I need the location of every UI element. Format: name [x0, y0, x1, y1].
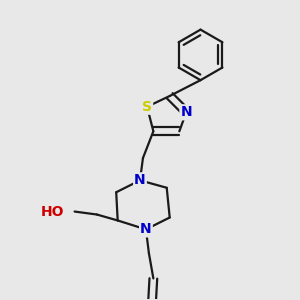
- Text: HO: HO: [41, 205, 64, 219]
- Text: N: N: [134, 173, 146, 187]
- Text: N: N: [140, 222, 152, 236]
- Text: S: S: [142, 100, 152, 114]
- Text: N: N: [180, 105, 192, 119]
